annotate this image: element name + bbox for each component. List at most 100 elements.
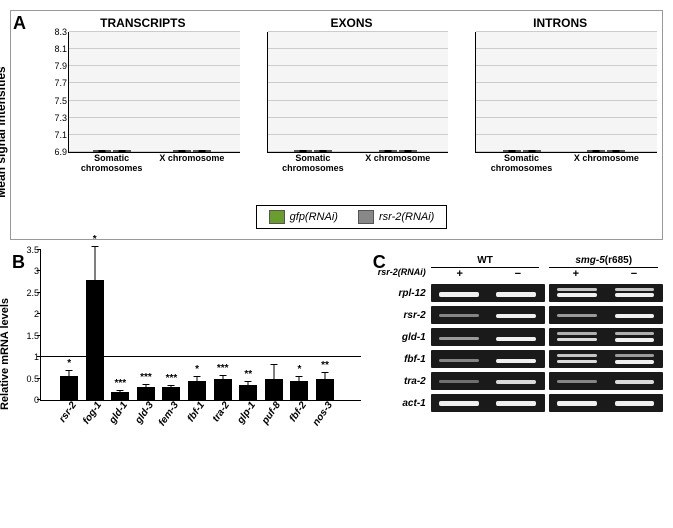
gel-band <box>557 354 597 357</box>
significance-star: * <box>195 364 199 375</box>
lane-group <box>549 350 663 368</box>
condition-header: − <box>489 268 547 280</box>
gel-band <box>615 360 655 364</box>
gel-row: act-1 <box>371 394 663 412</box>
gene-label: gld-1 <box>371 332 431 343</box>
condition-header: + <box>431 268 489 280</box>
y-tick: 1.5 <box>21 331 39 341</box>
lane-group <box>431 328 545 346</box>
lane-group <box>431 306 545 324</box>
lane-group <box>549 306 663 324</box>
panel-a-charts: TRANSCRIPTS6.97.17.37.57.77.98.18.3Somat… <box>46 16 657 175</box>
gel-band <box>557 314 597 317</box>
gel-band <box>557 332 597 335</box>
gene-label: act-1 <box>371 398 431 409</box>
gene-label: tra-2 <box>371 376 431 387</box>
gel-band <box>439 314 479 317</box>
x-category: Somaticchromosomes <box>487 154 557 174</box>
strain-header: smg-5(r685) <box>549 255 658 268</box>
bar <box>607 150 625 152</box>
bar <box>523 150 541 152</box>
legend-swatch <box>358 210 374 224</box>
legend-item: rsr-2(RNAi) <box>358 210 434 224</box>
y-tick: 3 <box>21 266 39 276</box>
x-category: Somaticchromosomes <box>77 154 147 174</box>
bar <box>93 150 111 152</box>
gel-band <box>439 337 479 340</box>
panel-a: A Mean signal intensities TRANSCRIPTS6.9… <box>10 10 663 240</box>
bar <box>193 150 211 152</box>
significance-star: *** <box>140 372 152 383</box>
bar: *** <box>162 387 180 400</box>
bar: * <box>60 376 78 400</box>
significance-star: * <box>297 364 301 375</box>
gel-band <box>557 401 597 406</box>
y-tick: 8.3 <box>47 27 67 37</box>
legend-swatch <box>269 210 285 224</box>
legend-item: gfp(RNAi) <box>269 210 338 224</box>
gel-band <box>615 332 655 335</box>
subchart-title: INTRONS <box>463 16 657 30</box>
bar <box>265 379 283 400</box>
gel-band <box>439 292 479 297</box>
gel-band <box>557 380 597 383</box>
significance-star: *** <box>114 378 126 389</box>
subchart-title: TRANSCRIPTS <box>46 16 240 30</box>
gene-label: rpl-12 <box>371 288 431 299</box>
bar: ** <box>316 379 334 400</box>
gel-band <box>496 401 536 406</box>
y-tick: 8.1 <box>47 44 67 54</box>
gel-band <box>439 359 479 362</box>
bar: *** <box>137 387 155 400</box>
condition-header: + <box>547 268 605 280</box>
bar: ** <box>239 385 257 400</box>
panel-c: C WTsmg-5(r685)rsr-2(RNAi)+−+−rpl-12rsr-… <box>371 250 663 446</box>
bar: * <box>290 381 308 400</box>
lane-group <box>431 350 545 368</box>
y-tick: 7.1 <box>47 130 67 140</box>
condition-header: − <box>605 268 663 280</box>
subchart-title: EXONS <box>255 16 449 30</box>
gel-band <box>557 293 597 297</box>
lane-group <box>431 394 545 412</box>
bar <box>314 150 332 152</box>
bar <box>503 150 521 152</box>
bar <box>294 150 312 152</box>
y-tick: 6.9 <box>47 147 67 157</box>
gel-band <box>557 360 597 364</box>
y-tick: 7.5 <box>47 96 67 106</box>
gel-band <box>439 401 479 406</box>
panel-a-ylabel: Mean signal intensities <box>0 66 8 197</box>
y-tick: 7.7 <box>47 78 67 88</box>
significance-star: *** <box>166 373 178 384</box>
gel-band <box>557 288 597 292</box>
lane-group <box>549 328 663 346</box>
gel-row: rpl-12 <box>371 284 663 302</box>
gel-band <box>496 380 536 384</box>
bar <box>113 150 131 152</box>
panel-a-subchart: INTRONSSomaticchromosomesX chromosome <box>463 16 657 175</box>
panel-a-label: A <box>13 13 26 34</box>
gel-band <box>615 338 655 342</box>
panel-b-plot: 00.511.522.533.5*rsr-2*fog-1***gld-1***g… <box>40 250 361 401</box>
gel-band <box>496 292 536 297</box>
gene-label: rsr-2 <box>371 310 431 321</box>
x-category: Somaticchromosomes <box>278 154 348 174</box>
gel-row: gld-1 <box>371 328 663 346</box>
gel-row: tra-2 <box>371 372 663 390</box>
lane-group <box>549 284 663 302</box>
y-tick: 2.5 <box>21 288 39 298</box>
y-tick: 3.5 <box>21 245 39 255</box>
gel-band <box>615 401 655 406</box>
panel-b: B Relative mRNA levels 00.511.522.533.5*… <box>10 250 361 446</box>
gene-label: fbf-1 <box>371 354 431 365</box>
bar: * <box>86 280 104 400</box>
panel-a-subchart: TRANSCRIPTS6.97.17.37.57.77.98.18.3Somat… <box>46 16 240 175</box>
gel-band <box>615 288 655 292</box>
gel-band <box>557 338 597 342</box>
gel-band <box>496 337 536 341</box>
x-category: X chromosome <box>363 154 433 164</box>
gel-band <box>439 380 479 383</box>
lane-group <box>431 284 545 302</box>
bar <box>173 150 191 152</box>
